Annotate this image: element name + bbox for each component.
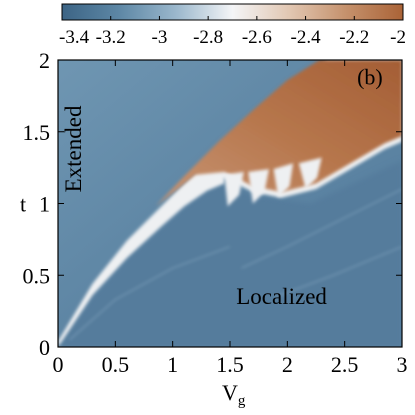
y-tick-label: 1 (39, 192, 50, 217)
colorbar: -3.4 -3.2 -3 -2.8 -2.6 -2.4 -2.2 -2 (59, 3, 406, 48)
finger-lobe (224, 171, 244, 207)
x-axis-ticks (57, 60, 403, 347)
colorbar-tick-label: -2.6 (242, 27, 272, 48)
x-tick-label: 1 (167, 352, 178, 377)
finger-lobes (224, 157, 322, 207)
plot-area: 0 0.5 1 1.5 2 2.5 3 0 0.5 1 1.5 2 (23, 48, 408, 377)
colorbar-tick-label: -3.2 (96, 27, 126, 48)
y-tick-labels: 0 0.5 1 1.5 2 (23, 48, 51, 360)
finger-lobe (248, 169, 269, 204)
faint-contours (69, 188, 402, 341)
colorbar-tick-label: -3.4 (59, 27, 90, 48)
x-tick-label: 3 (397, 352, 408, 377)
y-axis-ticks (58, 59, 402, 348)
x-tick-label: 0.5 (102, 352, 130, 377)
finger-lobe (298, 157, 322, 190)
x-axis-label-main: V (222, 380, 238, 405)
colorbar-tick-label: -2 (390, 27, 406, 48)
annotation-extended: Extended (61, 105, 86, 192)
x-tick-labels: 0 0.5 1 1.5 2 2.5 3 (53, 352, 408, 377)
x-axis-label-subscript: g (238, 393, 246, 409)
high-value-wedge (155, 60, 402, 207)
colorbar-tick-label: -3 (152, 27, 168, 48)
y-tick-label: 0 (39, 335, 50, 360)
colorbar-strip (61, 3, 404, 21)
annotation-localized: Localized (236, 284, 327, 309)
x-tick-label: 2.5 (331, 352, 359, 377)
finger-lobe (273, 163, 294, 198)
x-tick-label: 1.5 (216, 352, 244, 377)
y-tick-label: 1.5 (23, 120, 51, 145)
y-tick-label: 0.5 (23, 263, 51, 288)
x-axis-label: Vg (222, 380, 246, 409)
colorbar-tick-label: -2.8 (193, 27, 223, 48)
faint-contour (241, 188, 402, 269)
colorbar-tick-label: -2.4 (291, 27, 322, 48)
colorbar-tick-label: -2.2 (339, 27, 369, 48)
panel-label: (b) (357, 64, 383, 89)
x-tick-label: 0 (53, 352, 64, 377)
x-tick-label: 2 (282, 352, 293, 377)
y-axis-label: t (20, 192, 26, 217)
faint-contour (69, 245, 231, 341)
localized-region (58, 160, 402, 347)
y-tick-label: 2 (39, 48, 50, 73)
faint-contour (275, 245, 402, 298)
